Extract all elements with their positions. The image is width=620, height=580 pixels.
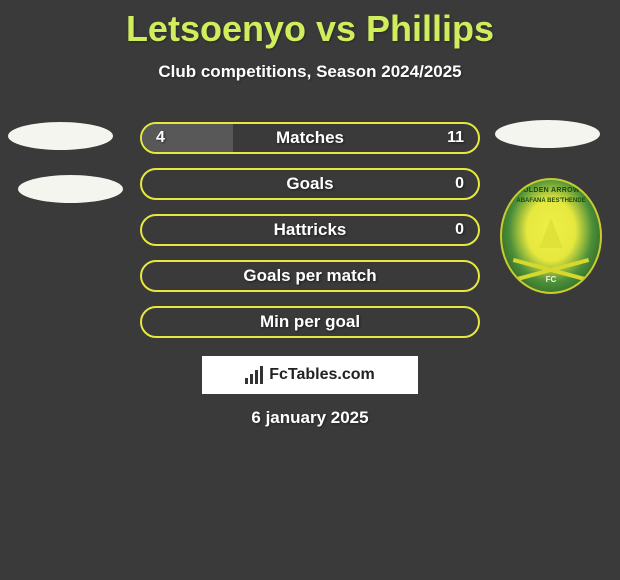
stat-row-goals-per-match: Goals per match — [140, 260, 480, 292]
stat-label: Matches — [276, 128, 344, 148]
bar-chart-icon — [245, 366, 263, 384]
stat-label: Hattricks — [274, 220, 347, 240]
stat-value-left: 4 — [156, 129, 165, 147]
player-left-avatar-placeholder — [8, 122, 113, 150]
stat-row-goals: Goals 0 — [140, 168, 480, 200]
crest-text-sub: ABAFANA BES'THENDE — [502, 198, 600, 204]
stat-value-right: 11 — [447, 129, 464, 147]
stat-row-hattricks: Hattricks 0 — [140, 214, 480, 246]
stat-label: Goals per match — [243, 266, 376, 286]
snapshot-date: 6 january 2025 — [0, 408, 620, 428]
stat-label: Min per goal — [260, 312, 360, 332]
arrow-up-icon — [539, 218, 563, 248]
player-left-club-placeholder — [18, 175, 123, 203]
player-right-avatar-placeholder — [495, 120, 600, 148]
watermark: FcTables.com — [202, 356, 418, 394]
page-subtitle: Club competitions, Season 2024/2025 — [0, 62, 620, 82]
stat-row-matches: 4 Matches 11 — [140, 122, 480, 154]
stat-row-min-per-goal: Min per goal — [140, 306, 480, 338]
comparison-rows: 4 Matches 11 Goals 0 Hattricks 0 Goals per matc… — [140, 122, 480, 352]
stat-label: Goals — [286, 174, 333, 194]
watermark-text: FcTables.com — [269, 366, 375, 384]
crest-text-top: GOLDEN ARROWS — [502, 187, 600, 194]
stat-value-right: 0 — [455, 221, 464, 239]
club-crest-golden-arrows: GOLDEN ARROWS ABAFANA BES'THENDE FC — [500, 178, 602, 294]
stat-value-right: 0 — [455, 175, 464, 193]
crest-text-fc: FC — [502, 275, 600, 284]
page-title: Letsoenyo vs Phillips — [0, 0, 620, 50]
